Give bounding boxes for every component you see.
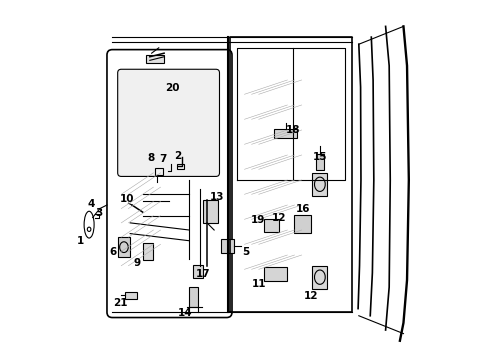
Bar <box>312 173 326 196</box>
Text: 7: 7 <box>159 154 166 164</box>
Bar <box>203 200 217 223</box>
Text: 3: 3 <box>95 208 102 218</box>
Text: 5: 5 <box>242 247 249 257</box>
Text: 8: 8 <box>147 153 154 163</box>
Text: 1: 1 <box>77 237 84 247</box>
Text: 6: 6 <box>109 247 117 257</box>
Text: 12: 12 <box>303 291 317 301</box>
Bar <box>176 164 183 168</box>
FancyBboxPatch shape <box>118 69 219 176</box>
Text: 15: 15 <box>312 152 327 162</box>
FancyBboxPatch shape <box>107 50 231 318</box>
Text: 19: 19 <box>250 215 264 225</box>
Bar <box>192 265 203 278</box>
Bar <box>221 239 233 253</box>
Text: 12: 12 <box>272 212 286 222</box>
Bar <box>142 243 152 260</box>
Text: 18: 18 <box>285 125 300 135</box>
Text: 16: 16 <box>296 204 310 214</box>
Bar <box>264 219 279 232</box>
Text: 2: 2 <box>173 151 181 161</box>
Bar <box>118 237 130 257</box>
Bar <box>312 266 326 289</box>
Bar <box>315 154 323 170</box>
Bar <box>124 292 137 298</box>
Text: 14: 14 <box>178 308 192 318</box>
Text: 17: 17 <box>196 269 210 279</box>
Text: 13: 13 <box>209 192 224 202</box>
Text: 4: 4 <box>87 199 94 209</box>
Text: 10: 10 <box>120 194 134 203</box>
Bar <box>273 129 296 138</box>
Text: 20: 20 <box>165 83 179 93</box>
Bar <box>155 168 163 175</box>
Text: 11: 11 <box>252 279 266 289</box>
Ellipse shape <box>84 211 94 238</box>
Bar <box>293 215 310 233</box>
Bar <box>264 267 287 281</box>
Bar <box>189 287 198 307</box>
Text: 9: 9 <box>134 258 141 268</box>
Text: 21: 21 <box>113 298 127 308</box>
Bar <box>146 55 164 63</box>
